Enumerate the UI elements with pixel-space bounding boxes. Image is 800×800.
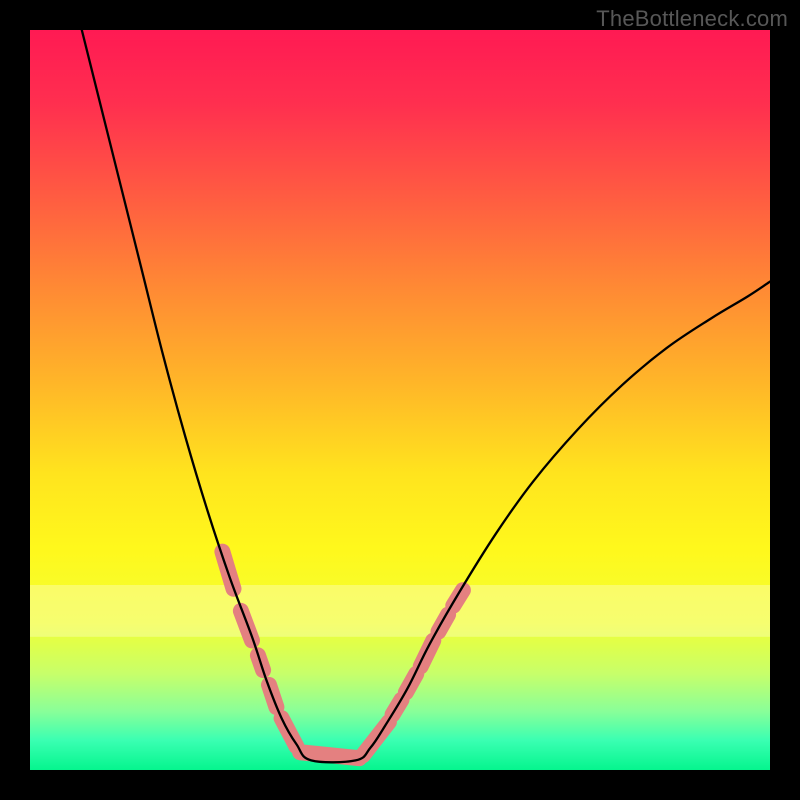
gradient-background — [30, 30, 770, 770]
plot-area — [30, 30, 770, 770]
highlight-segment — [421, 641, 434, 667]
stage: TheBottleneck.com — [0, 0, 800, 800]
watermark-text: TheBottleneck.com — [596, 6, 788, 32]
highlight-segment — [241, 611, 252, 641]
bottleneck-curve-chart — [30, 30, 770, 770]
highlight-segment — [300, 752, 359, 758]
pale-highlight-band — [30, 585, 770, 637]
highlight-segment — [438, 615, 448, 632]
